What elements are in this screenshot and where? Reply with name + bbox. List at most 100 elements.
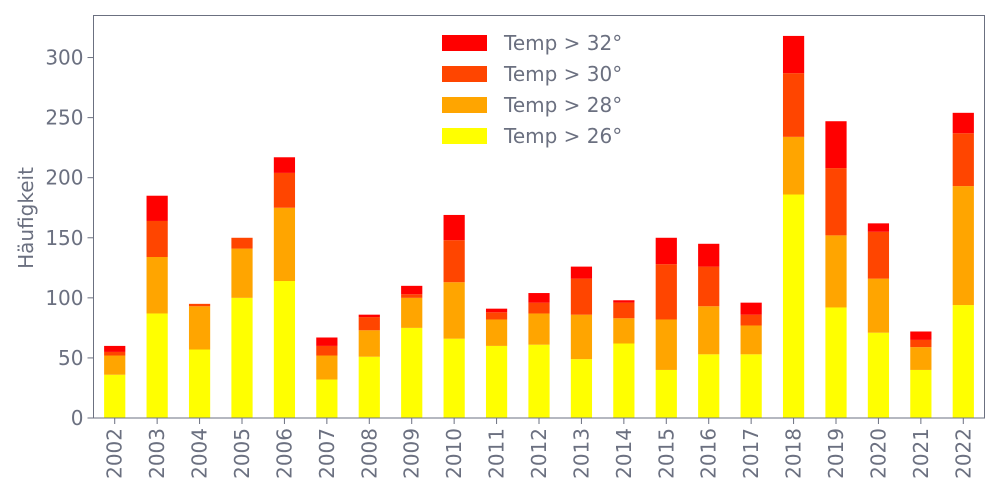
bar-segment-2012-s2 [528,302,550,314]
bar-segment-2012-s1 [528,313,550,345]
bar-segment-2006-s2 [273,172,296,208]
x-tick-label: 2021 [909,428,933,479]
x-tick-label: 2013 [569,428,593,479]
x-tick-label: 2002 [103,428,127,479]
bar-segment-2008-s2 [358,317,380,331]
bar-segment-2018-s2 [782,73,805,137]
bar-segment-2018-s1 [782,136,805,195]
bar-segment-2007-s2 [316,345,338,356]
x-tick-label: 2006 [272,428,296,479]
x-tick-label: 2016 [697,428,721,479]
bar-segment-2004-s1 [188,306,211,350]
y-tick-label: 50 [58,346,83,370]
bar-segment-2002-s2 [104,351,126,356]
bar-segment-2009-s1 [401,297,423,328]
bar-segment-2009-s0 [401,327,423,418]
x-tick-label: 2020 [866,428,890,479]
bar-segment-2013-s2 [570,278,593,315]
bar-segment-2017-s2 [740,314,762,326]
bar-segment-2002-s0 [104,374,126,418]
bar-segment-2019-s2 [825,168,847,236]
bar-segment-2003-s1 [146,257,168,314]
x-tick-label: 2004 [188,428,212,479]
bar-segment-2021-s0 [910,369,932,418]
y-tick-label: 0 [71,406,84,430]
x-tick-label: 2007 [315,428,339,479]
legend-label: Temp > 26° [503,124,622,148]
bar-segment-2002-s3 [104,345,126,352]
y-tick-label: 150 [45,226,83,250]
legend-swatch [442,35,487,51]
bar-segment-2003-s2 [146,220,168,257]
bar-segment-2021-s3 [910,331,932,340]
bar-segment-2020-s1 [867,278,890,333]
y-axis-label: Häufigkeit [14,167,38,269]
bar-segment-2021-s2 [910,339,932,348]
bar-segment-2007-s1 [316,355,338,380]
bar-segment-2005-s2 [231,237,253,249]
bar-segment-2008-s3 [358,314,380,318]
bar-segment-2010-s3 [443,214,465,241]
x-axis: 2002 2003 2004 2005 2006 2007 2008 2009 2010 2011… [103,418,975,479]
bar-segment-2020-s3 [867,223,890,232]
bar-segment-2016-s3 [698,243,720,267]
bar-segment-2009-s3 [401,285,423,295]
x-tick-label: 2003 [145,428,169,479]
x-tick-label: 2015 [654,428,678,479]
bar-segment-2015-s3 [655,237,677,265]
bar-segment-2008-s0 [358,356,380,418]
bar-segment-2013-s0 [570,359,593,418]
bar-segment-2021-s1 [910,347,932,370]
bar-segment-2007-s3 [316,337,338,346]
y-tick-label: 250 [45,106,83,130]
x-tick-label: 2008 [357,428,381,479]
bar-segment-2013-s3 [570,266,593,279]
bar-segment-2015-s1 [655,319,677,370]
x-tick-label: 2005 [230,428,254,479]
bar-segment-2009-s2 [401,294,423,298]
legend-swatch [442,97,487,113]
x-tick-label: 2019 [824,428,848,479]
bar-segment-2003-s0 [146,313,168,418]
bar-segment-2012-s0 [528,344,550,418]
bar-segment-2004-s2 [188,303,211,307]
legend-swatch [442,128,487,144]
legend-swatch [442,66,487,82]
bar-segment-2011-s2 [485,312,508,320]
bar-segment-2018-s0 [782,194,805,418]
y-tick-label: 100 [45,286,83,310]
x-tick-label: 2017 [739,428,763,479]
bar-segment-2022-s1 [952,186,974,306]
bar-segment-2022-s2 [952,133,974,187]
bar-segment-2019-s1 [825,235,847,308]
bar-segment-2013-s1 [570,314,593,360]
x-tick-label: 2018 [782,428,806,479]
bar-segment-2018-s3 [782,35,805,74]
bar-segment-2016-s1 [698,306,720,355]
legend-label: Temp > 28° [503,93,622,117]
bar-segment-2017-s1 [740,325,762,355]
bar-segment-2015-s2 [655,264,677,320]
bar-segment-2020-s2 [867,231,890,279]
legend-label: Temp > 32° [503,31,622,55]
legend: Temp > 32° Temp > 30° Temp > 28° Temp > 26° [442,31,622,148]
bar-segment-2016-s2 [698,266,720,307]
bar-segment-2022-s0 [952,305,974,418]
bar-segment-2003-s3 [146,195,168,221]
bar-segment-2014-s1 [613,318,635,344]
x-tick-label: 2011 [485,428,509,479]
bar-segment-2011-s0 [485,345,508,418]
bar-segment-2006-s3 [273,157,296,173]
bars-group [104,35,974,418]
bar-segment-2016-s0 [698,354,720,418]
bar-segment-2005-s1 [231,248,253,298]
bar-segment-2010-s0 [443,338,465,418]
bar-segment-2008-s1 [358,330,380,357]
bar-segment-2002-s1 [104,355,126,375]
bar-segment-2022-s3 [952,112,974,134]
bar-segment-2011-s3 [485,308,508,313]
bar-segment-2014-s3 [613,300,635,303]
y-tick-label: 200 [45,166,83,190]
bar-segment-2006-s0 [273,281,296,418]
